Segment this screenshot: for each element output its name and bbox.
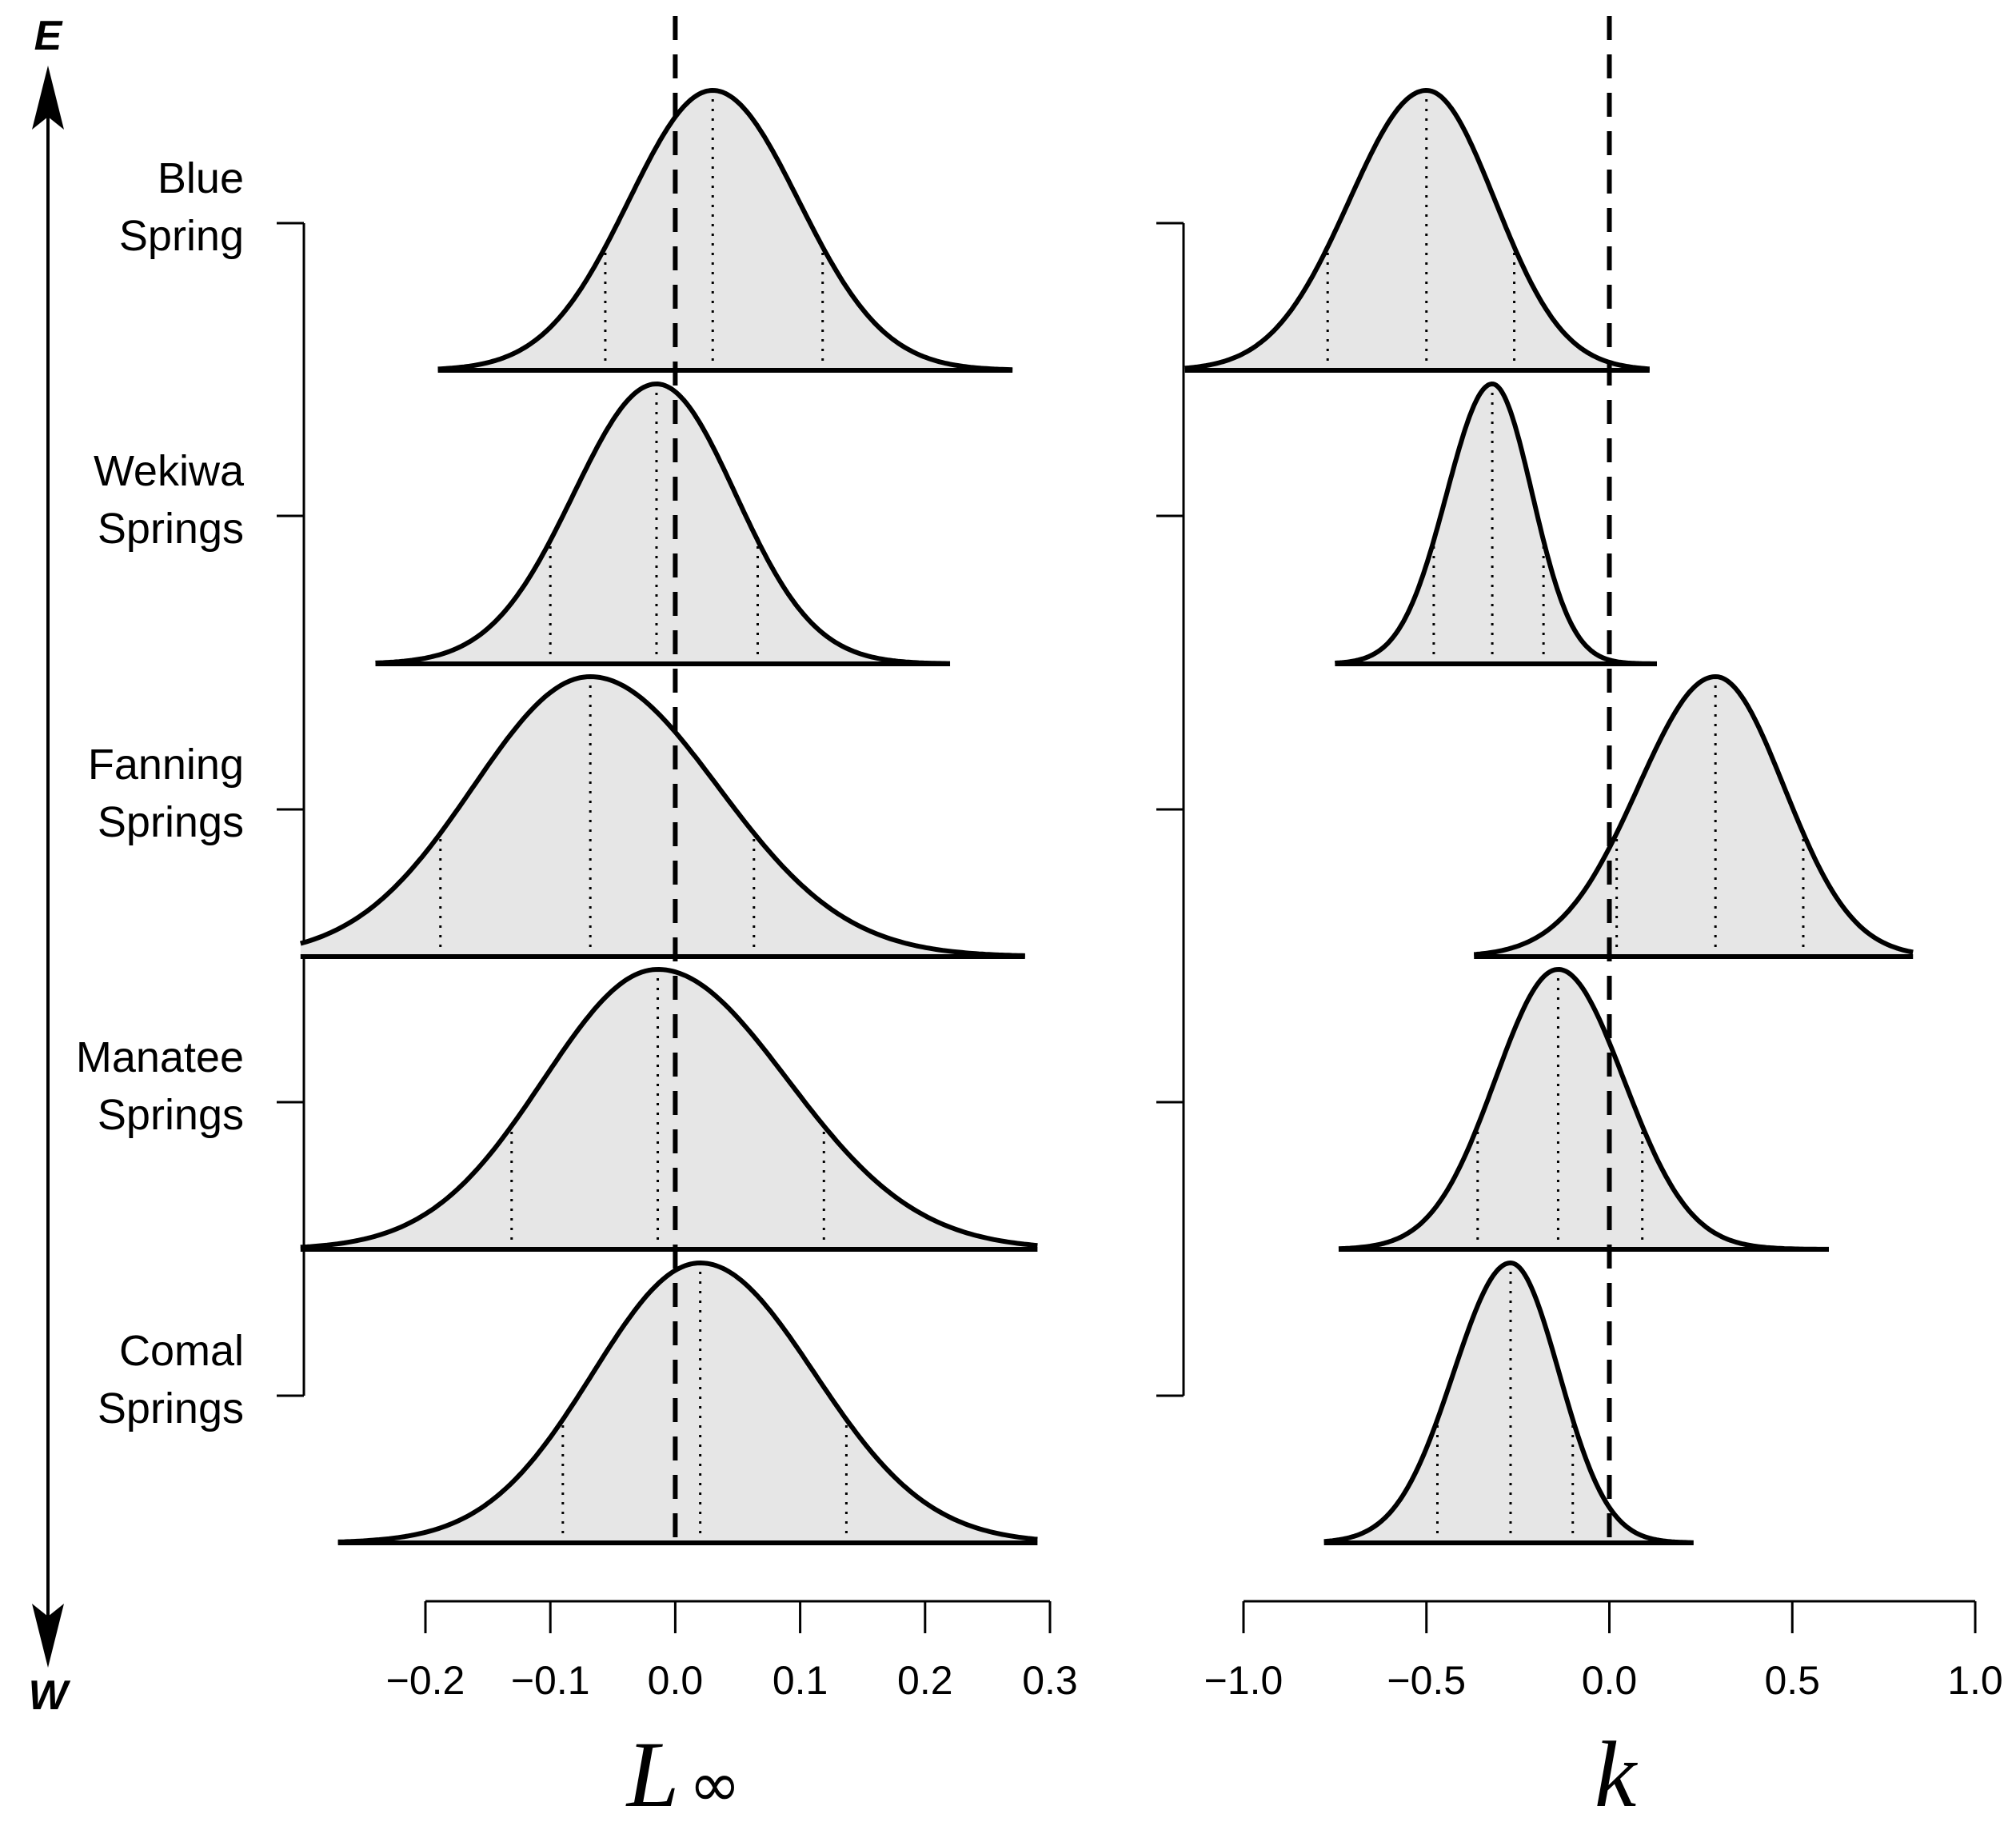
x-tick-label: 0.5	[1764, 1658, 1820, 1703]
x-tick-label: 0.2	[897, 1658, 953, 1703]
density-fill	[1339, 969, 1829, 1249]
site-label-line1: Comal	[119, 1327, 244, 1375]
site-label: Fanning Springs	[88, 741, 244, 846]
density-manatee-springs	[1338, 967, 1830, 1252]
density-fill	[1335, 384, 1657, 664]
x-axis-title: k	[1595, 1722, 1639, 1827]
site-brackets	[277, 222, 1185, 1397]
panel-l-infinity: −0.2 −0.1 0.0 0.1 0.2 0.3 L ∞	[299, 16, 1078, 1827]
x-tick-label: −0.2	[386, 1658, 465, 1703]
panel-k: −1.0 −0.5 0.0 0.5 1.0 k	[1184, 16, 2003, 1827]
x-tick-label: 1.0	[1947, 1658, 2003, 1703]
direction-east-label: E	[34, 13, 63, 59]
density-curve	[375, 382, 950, 666]
density-wekiwa-springs	[1334, 382, 1659, 666]
site-label-line2: Springs	[98, 505, 244, 553]
site-label-line1: Wekiwa	[94, 447, 245, 495]
density-fill	[337, 1263, 1038, 1543]
x-axis-title: L ∞	[625, 1722, 741, 1827]
site-label-line1: Blue	[158, 154, 244, 202]
density-curve	[1334, 382, 1659, 666]
site-label: Manatee Springs	[76, 1033, 244, 1139]
site-label: Blue Spring	[119, 154, 244, 260]
density-fanning-springs	[1473, 674, 1914, 959]
site-label-line2: Spring	[119, 212, 244, 260]
density-curve	[1473, 674, 1914, 957]
site-label: Comal Springs	[98, 1327, 244, 1432]
density-fill	[437, 90, 1013, 370]
density-curve	[337, 1261, 1038, 1544]
arrow-head-down-icon	[32, 1604, 64, 1668]
density-curve	[1323, 1261, 1695, 1545]
density-fill	[300, 677, 1025, 957]
density-fanning-springs	[299, 674, 1025, 959]
x-tick-label: 0.0	[648, 1658, 704, 1703]
x-tick-label: 0.3	[1022, 1658, 1078, 1703]
site-label-line1: Fanning	[88, 741, 244, 789]
density-fill	[375, 384, 950, 664]
density-fill	[1184, 90, 1650, 370]
density-curve	[437, 88, 1013, 373]
density-comal-springs	[337, 1261, 1038, 1545]
density-comal-springs	[1323, 1261, 1695, 1545]
density-fill	[300, 969, 1038, 1249]
x-axis: −1.0 −0.5 0.0 0.5 1.0	[1204, 1600, 2003, 1703]
site-label-line2: Springs	[98, 798, 244, 846]
x-axis-title-main: k	[1595, 1722, 1639, 1827]
x-axis: −0.2 −0.1 0.0 0.1 0.2 0.3	[386, 1600, 1078, 1703]
density-fill	[1474, 677, 1914, 957]
x-tick-label: −1.0	[1204, 1658, 1283, 1703]
x-axis-title-main: L	[625, 1722, 680, 1827]
site-label-line2: Springs	[98, 1091, 244, 1139]
density-curve	[1184, 88, 1651, 372]
density-blue-spring	[1184, 88, 1651, 373]
density-curve	[300, 967, 1038, 1250]
site-label-line1: Manatee	[76, 1033, 244, 1081]
density-curve	[1338, 967, 1830, 1252]
arrow-head-up-icon	[32, 66, 64, 130]
x-tick-label: −0.1	[511, 1658, 590, 1703]
density-curve	[299, 674, 1025, 958]
x-tick-label: −0.5	[1387, 1658, 1466, 1703]
site-label-line2: Springs	[98, 1384, 244, 1432]
east-west-arrow: E W	[28, 13, 70, 1719]
density-manatee-springs	[300, 967, 1038, 1252]
density-wekiwa-springs	[375, 382, 951, 666]
density-fill	[1323, 1263, 1694, 1543]
density-blue-spring	[437, 88, 1013, 373]
x-tick-label: 0.0	[1582, 1658, 1638, 1703]
direction-west-label: W	[28, 1672, 70, 1719]
site-label: Wekiwa Springs	[94, 447, 245, 553]
x-axis-title-subscript: ∞	[689, 1749, 741, 1821]
x-tick-label: 0.1	[772, 1658, 828, 1703]
